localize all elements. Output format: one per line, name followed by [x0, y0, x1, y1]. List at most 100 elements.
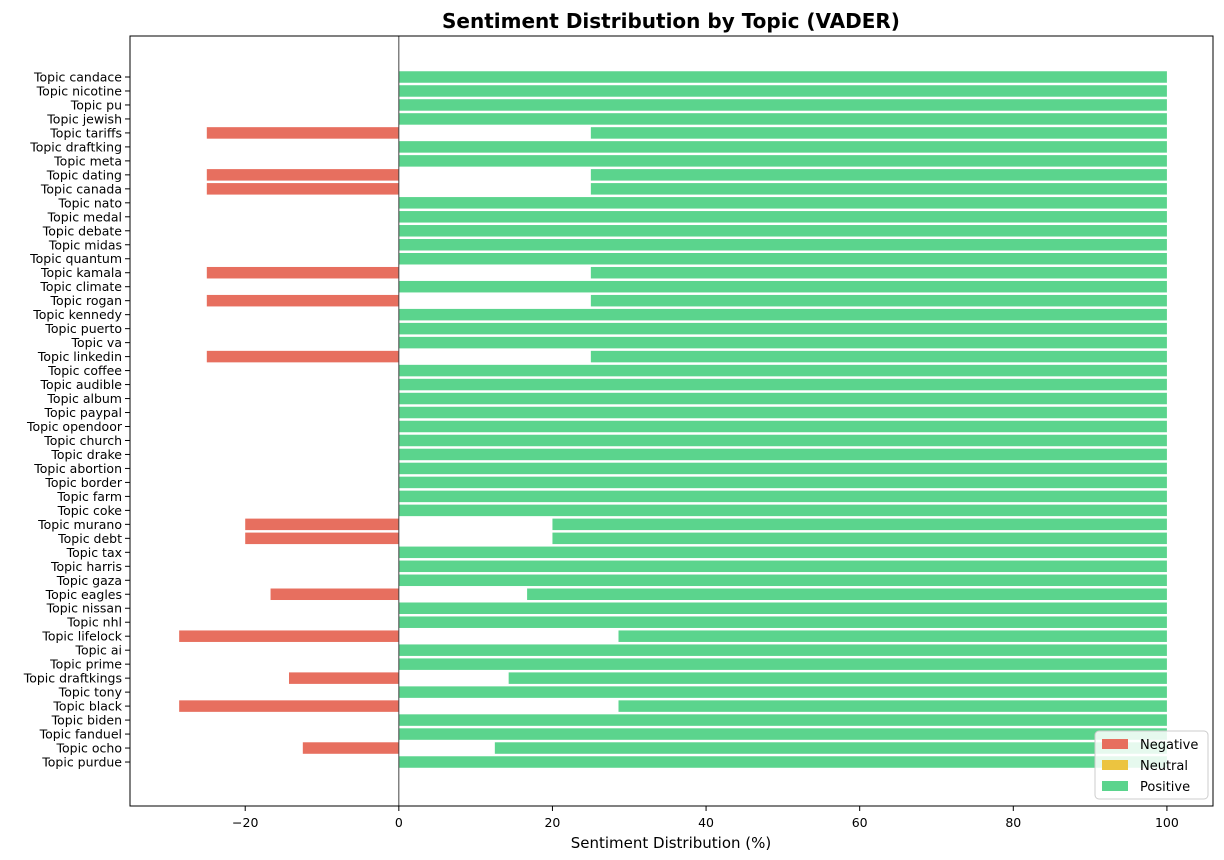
bar-positive — [508, 672, 1167, 684]
plot-area — [179, 36, 1167, 806]
y-tick-label: Topic church — [43, 433, 122, 448]
bar-positive — [398, 280, 1167, 293]
bar-positive — [398, 434, 1167, 447]
bar-positive — [618, 700, 1167, 712]
bar-positive — [398, 71, 1167, 83]
bar-negative — [206, 183, 399, 195]
plot-frame — [129, 35, 1214, 807]
y-tick-label: Topic rogan — [50, 293, 122, 308]
bar-positive — [398, 658, 1167, 670]
legend-label-negative: Negative — [1140, 738, 1198, 753]
bar-positive — [398, 239, 1167, 251]
y-tick-label: Topic fanduel — [39, 727, 122, 742]
y-tick-label: Topic climate — [39, 279, 122, 294]
y-tick-label: Topic meta — [53, 153, 122, 168]
legend-swatch-positive — [1102, 781, 1128, 791]
x-axis-label: Sentiment Distribution (%) — [571, 834, 772, 852]
bar-positive — [398, 602, 1167, 614]
y-tick-label: Topic tariffs — [49, 125, 122, 140]
y-tick-label: Topic canada — [40, 181, 122, 196]
x-tick-label: 80 — [1005, 815, 1021, 830]
y-tick-label: Topic abortion — [33, 461, 122, 476]
bar-positive — [398, 490, 1167, 503]
y-tick-label: Topic draftking — [29, 139, 122, 154]
bar-positive — [398, 756, 1167, 768]
y-tick-label: Topic debt — [57, 531, 122, 546]
bar-negative — [206, 127, 399, 139]
y-tick-label: Topic border — [44, 475, 123, 490]
y-tick-label: Topic coffee — [47, 363, 122, 378]
bar-positive — [398, 85, 1167, 97]
bar-positive — [398, 308, 1167, 321]
bar-negative — [206, 169, 399, 181]
y-tick-label: Topic puerto — [44, 321, 122, 336]
y-tick-label: Topic tax — [66, 545, 122, 560]
bar-negative — [302, 742, 399, 754]
legend: Negative Neutral Positive — [1094, 730, 1209, 800]
y-tick-label: Topic purdue — [41, 755, 122, 770]
bar-negative — [179, 630, 399, 642]
bar-positive — [527, 588, 1167, 601]
y-tick-label: Topic medal — [47, 209, 122, 224]
x-tick-label: 60 — [852, 815, 868, 830]
bar-positive — [398, 336, 1167, 349]
legend-label-neutral: Neutral — [1140, 759, 1188, 774]
y-tick-label: Topic kamala — [40, 265, 122, 280]
legend-swatch-negative — [1102, 739, 1128, 749]
bar-negative — [206, 350, 399, 363]
bar-positive — [398, 448, 1167, 461]
y-tick-label: Topic ai — [74, 643, 122, 658]
x-tick-label: 100 — [1155, 815, 1179, 830]
bar-positive — [398, 364, 1167, 377]
x-tick-label: −20 — [232, 815, 258, 830]
bar-positive — [398, 155, 1167, 167]
y-tick-label: Topic paypal — [44, 405, 122, 420]
y-tick-label: Topic tony — [58, 685, 123, 700]
bar-positive — [398, 504, 1167, 517]
bar-positive — [398, 141, 1167, 153]
bar-positive — [398, 211, 1167, 223]
bar-negative — [179, 700, 399, 712]
y-tick-label: Topic gaza — [56, 573, 122, 588]
y-tick-label: Topic jewish — [46, 111, 122, 126]
bar-negative — [245, 518, 399, 531]
bar-positive — [590, 183, 1167, 195]
bar-positive — [398, 714, 1167, 726]
x-axis: −20 0 20 40 60 80 100 — [232, 806, 1179, 830]
y-tick-label: Topic harris — [50, 559, 122, 574]
bar-negative — [206, 294, 399, 307]
y-tick-label: Topic dating — [46, 167, 122, 182]
bar-positive — [398, 225, 1167, 237]
y-tick-label: Topic coke — [57, 503, 123, 518]
y-tick-label: Topic murano — [37, 517, 122, 532]
bar-positive — [398, 252, 1167, 265]
y-tick-label: Topic nissan — [46, 601, 122, 616]
bar-positive — [398, 560, 1167, 573]
y-tick-label: Topic album — [46, 391, 122, 406]
y-tick-label: Topic biden — [51, 713, 122, 728]
y-tick-label: Topic opendoor — [26, 419, 123, 434]
y-tick-label: Topic debate — [42, 223, 123, 238]
bar-positive — [552, 532, 1167, 545]
y-tick-label: Topic draftkings — [23, 671, 122, 686]
bar-positive — [398, 728, 1167, 740]
x-tick-label: 20 — [544, 815, 560, 830]
y-tick-label: Topic ocho — [55, 741, 122, 756]
bar-negative — [288, 672, 399, 684]
y-tick-label: Topic black — [52, 699, 122, 714]
y-tick-label: Topic nicotine — [36, 83, 123, 98]
bar-positive — [398, 644, 1167, 656]
y-tick-label: Topic linkedin — [37, 349, 122, 364]
bar-positive — [398, 322, 1167, 335]
bar-positive — [552, 518, 1167, 531]
y-tick-label: Topic prime — [49, 657, 122, 672]
bar-positive — [398, 378, 1167, 391]
y-tick-label: Topic nato — [57, 195, 122, 210]
y-tick-label: Topic midas — [48, 237, 122, 252]
bar-positive — [398, 574, 1167, 587]
bar-negative — [245, 532, 399, 545]
legend-label-positive: Positive — [1140, 780, 1190, 795]
x-tick-label: 0 — [395, 815, 403, 830]
bar-positive — [398, 392, 1167, 405]
